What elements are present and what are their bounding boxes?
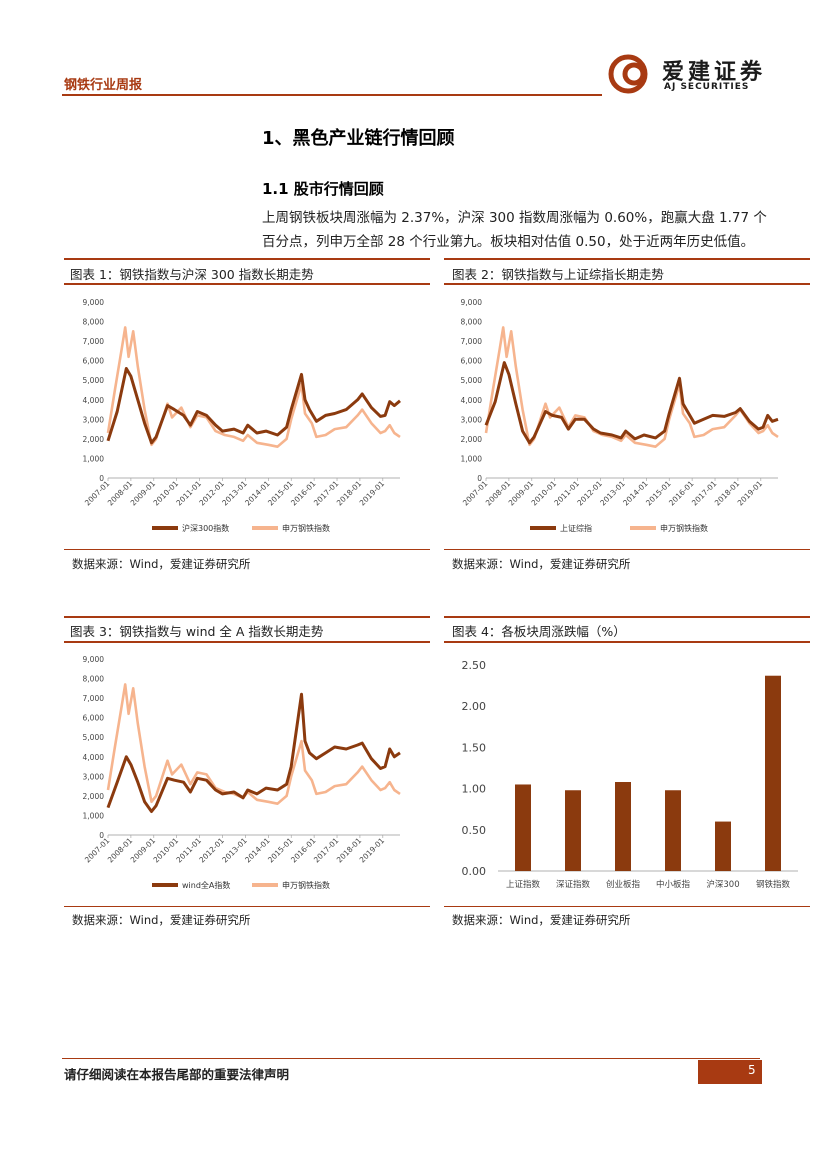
x-tick-label: 2019-01: [736, 479, 765, 508]
y-tick-label: 4,000: [461, 396, 483, 405]
page-number: 5: [748, 1063, 756, 1077]
header-divider: [62, 94, 602, 96]
subsection-heading: 1.1 股市行情回顾: [262, 180, 384, 198]
figure-bottom-rule: [444, 549, 810, 550]
y-tick-label: 0.50: [462, 824, 487, 837]
y-tick-label: 2,000: [83, 435, 105, 444]
figure-bottom-rule: [64, 549, 430, 550]
figure-title-rule: [444, 641, 810, 643]
y-tick-label: 9,000: [461, 298, 483, 307]
y-tick-label: 0: [99, 474, 104, 483]
y-tick-label: 8,000: [83, 675, 105, 684]
legend-label: 申万钢铁指数: [282, 523, 330, 533]
legend-label: 申万钢铁指数: [660, 523, 708, 533]
y-tick-label: 4,000: [83, 753, 105, 762]
figure-top-rule: [444, 258, 810, 260]
figure-1-title: 图表 1：钢铁指数与沪深 300 指数长期走势: [70, 267, 314, 282]
logo-text-en: AJ SECURITIES: [664, 82, 750, 92]
y-tick-label: 7,000: [461, 337, 483, 346]
figure-title-rule: [444, 283, 810, 285]
y-tick-label: 2,000: [461, 435, 483, 444]
x-tick-label: 沪深300: [706, 879, 739, 890]
y-tick-label: 1.50: [462, 741, 487, 754]
y-tick-label: 8,000: [83, 318, 105, 327]
y-tick-label: 6,000: [461, 357, 483, 366]
section-heading: 1、黑色产业链行情回顾: [262, 128, 455, 149]
series-line: [106, 692, 401, 813]
y-tick-label: 5,000: [83, 376, 105, 385]
series-line: [484, 361, 779, 445]
y-tick-label: 3,000: [83, 415, 105, 424]
y-tick-label: 1,000: [83, 454, 105, 463]
x-tick-label: 上证指数: [506, 879, 541, 890]
figure-4-title: 图表 4：各板块周涨跌幅（%）: [452, 624, 626, 639]
series-line: [106, 326, 401, 448]
figure-2-line-chart: 0 1,000 2,000 3,000 4,000 5,000 6,000 7,000 8,00…: [461, 298, 779, 533]
figure-4-bar-chart: 0.00 0.50 1.00 1.50 2.00 2.50 上证指数 深证指数 创业板指 中小板指…: [462, 659, 798, 890]
y-tick-label: 6,000: [83, 714, 105, 723]
footer-divider: [62, 1058, 760, 1059]
figure-1-line-chart: 0 1,000 2,000 3,000 4,000 5,000 6,000 7,000 8,00…: [83, 298, 401, 533]
figure-2-source: 数据来源：Wind，爱建证券研究所: [452, 557, 631, 571]
report-category-title: 钢铁行业周报: [64, 78, 143, 93]
legal-disclaimer: 请仔细阅读在本报告尾部的重要法律声明: [64, 1067, 290, 1082]
logo-mark-icon: [608, 54, 648, 94]
x-tick-label: 中小板指: [656, 879, 691, 890]
legend-label: 申万钢铁指数: [282, 880, 330, 890]
x-tick-label: 2019-01: [358, 479, 387, 508]
y-tick-label: 0: [477, 474, 482, 483]
figure-title-rule: [64, 641, 430, 643]
legend-label: 上证综指: [560, 523, 592, 533]
y-tick-label: 1,000: [461, 454, 483, 463]
series-line: [106, 367, 401, 445]
y-tick-label: 0.00: [462, 865, 487, 878]
figure-title-rule: [64, 283, 430, 285]
figure-top-rule: [64, 616, 430, 618]
x-tick-label: 深证指数: [556, 879, 591, 890]
y-tick-label: 7,000: [83, 337, 105, 346]
bar: [515, 784, 531, 871]
y-tick-label: 0: [99, 831, 104, 840]
y-tick-label: 2,000: [83, 792, 105, 801]
legend-label: 沪深300指数: [182, 523, 229, 533]
summary-paragraph: 上周钢铁板块周涨幅为 2.37%，沪深 300 指数周涨幅为 0.60%，跑赢大…: [262, 210, 767, 250]
y-tick-label: 2.50: [462, 659, 487, 672]
figure-top-rule: [444, 616, 810, 618]
page-number-box: [698, 1060, 762, 1084]
figure-top-rule: [64, 258, 430, 260]
bar: [715, 821, 731, 871]
bar: [565, 790, 581, 871]
figure-3-line-chart: 0 1,000 2,000 3,000 4,000 5,000 6,000 7,000 8,00…: [83, 655, 401, 890]
y-tick-label: 2.00: [462, 700, 487, 713]
bar: [615, 782, 631, 871]
y-tick-label: 3,000: [83, 772, 105, 781]
figure-3-source: 数据来源：Wind，爱建证券研究所: [72, 913, 251, 927]
x-tick-label: 钢铁指数: [756, 879, 791, 890]
figure-bottom-rule: [444, 906, 810, 907]
figure-bottom-rule: [64, 906, 430, 907]
legend-label: wind全A指数: [182, 880, 230, 890]
logo-text-cn: 爱建证券: [662, 59, 767, 85]
y-tick-label: 5,000: [83, 733, 105, 742]
y-tick-label: 4,000: [83, 396, 105, 405]
company-logo: 爱建证券 AJ SECURITIES: [608, 54, 768, 96]
y-tick-label: 8,000: [461, 318, 483, 327]
y-tick-label: 7,000: [83, 694, 105, 703]
figure-4-source: 数据来源：Wind，爱建证券研究所: [452, 913, 631, 927]
y-tick-label: 3,000: [461, 415, 483, 424]
y-tick-label: 9,000: [83, 655, 105, 664]
figure-1-source: 数据来源：Wind，爱建证券研究所: [72, 557, 251, 571]
y-tick-label: 1,000: [83, 811, 105, 820]
y-tick-label: 1.00: [462, 783, 487, 796]
series-line: [484, 326, 779, 448]
figure-3-title: 图表 3：钢铁指数与 wind 全 A 指数长期走势: [70, 624, 324, 639]
bar: [665, 790, 681, 871]
y-tick-label: 9,000: [83, 298, 105, 307]
x-tick-label: 2019-01: [358, 836, 387, 865]
bar: [765, 675, 781, 871]
figure-2-title: 图表 2：钢铁指数与上证综指长期走势: [452, 267, 664, 282]
x-tick-label: 创业板指: [606, 879, 641, 890]
y-tick-label: 6,000: [83, 357, 105, 366]
y-tick-label: 5,000: [461, 376, 483, 385]
